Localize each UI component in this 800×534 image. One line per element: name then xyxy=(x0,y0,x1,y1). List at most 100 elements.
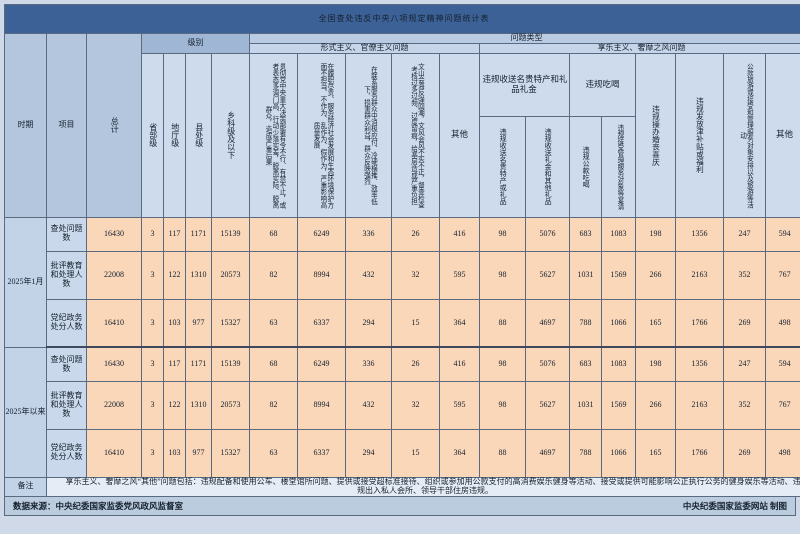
cell-formalism-2: 336 xyxy=(345,216,392,252)
table-row: 2025年1月 查处问题数 16430 3 117 1171 15139 68 6249 336 2… xyxy=(4,216,800,348)
cell-formalism-3: 32 xyxy=(391,380,440,430)
cell-formalism-4: 595 xyxy=(439,250,480,300)
table-row: 党纪政务处分人数 16410 3 103 977 15327 63 6337 294 15 364 8… xyxy=(5,428,800,478)
cell-formalism-4: 416 xyxy=(439,216,480,252)
cell-level-2: 1171 xyxy=(185,346,212,382)
row-item-label: 党纪政务处分人数 xyxy=(46,428,87,478)
cell-formalism-1: 8994 xyxy=(297,380,346,430)
table-body: 2025年1月 查处问题数 16430 3 117 1171 15139 68 6249 336 2… xyxy=(4,216,800,478)
cell-formalism-4: 416 xyxy=(439,346,480,382)
col-header-level-3: 乡科级及以下 xyxy=(211,52,250,218)
remark-label: 备注 xyxy=(4,476,47,497)
cell-hedonism-6: 352 xyxy=(723,250,766,300)
cell-total: 16410 xyxy=(86,298,142,349)
table-row: 批评教育和处理人数 22008 3 122 1310 20573 82 8994 432 32 59… xyxy=(5,250,800,300)
col-header-formalism-4: 其他 xyxy=(439,52,480,218)
col-header-total: 总计 xyxy=(86,33,142,218)
cell-formalism-2: 294 xyxy=(345,298,392,349)
remark-row: 备注 享乐主义、奢靡之风“其他”问题包括：违规配备和使用公车、楼堂馆所问题、提供… xyxy=(4,476,800,497)
cell-level-1: 103 xyxy=(163,298,186,349)
cell-level-2: 1310 xyxy=(185,250,212,300)
cell-hedonism-7: 498 xyxy=(764,428,800,478)
cell-formalism-4: 595 xyxy=(439,380,480,430)
cell-hedonism-3: 1083 xyxy=(601,216,636,252)
cell-formalism-2: 432 xyxy=(345,380,392,430)
cell-formalism-3: 26 xyxy=(391,216,440,252)
cell-level-1: 122 xyxy=(163,250,186,300)
cell-level-3: 15327 xyxy=(211,298,250,349)
cell-formalism-1: 6249 xyxy=(297,216,346,252)
cell-level-3: 15139 xyxy=(211,216,250,252)
cell-level-3: 15327 xyxy=(211,428,250,478)
header-band-1: 时期 项目 总计 级别 问题类型 xyxy=(4,33,800,218)
cell-level-1: 117 xyxy=(163,216,186,252)
cell-formalism-4: 364 xyxy=(439,298,480,349)
header-band-3: 省部级 地厅级 县处级 乡科级及以下 贯彻党中央重大决策部署有令不行、有禁不止，… xyxy=(5,52,800,218)
cell-hedonism-0: 98 xyxy=(479,380,526,430)
cell-total: 22008 xyxy=(86,380,142,430)
cell-formalism-1: 6337 xyxy=(297,428,346,478)
col-header-hedonism-group-dining: 违规吃喝 xyxy=(569,52,636,117)
table-row: 党纪政务处分人数 16410 3 103 977 15327 63 6337 294 15 364 8… xyxy=(5,298,800,349)
col-header-formalism-3: 文山会海反弹回潮，文风会风不实不正，督查检查考核过多过频、过度留痕，给基层造成严… xyxy=(391,52,440,218)
cell-hedonism-2: 788 xyxy=(569,428,602,478)
cell-formalism-0: 63 xyxy=(249,298,298,349)
table-row: 2025年以来 查处问题数 16430 3 117 1171 15139 68 6249 336 2… xyxy=(4,346,800,478)
row-period-label: 2025年1月 xyxy=(4,216,47,348)
col-header-level-2: 县处级 xyxy=(185,52,212,218)
col-header-formalism-1: 在履职尽责、服务经济社会发展和生态环境保护方面不担当、不作为、乱作为、假作为，严… xyxy=(297,52,346,218)
cell-hedonism-7: 594 xyxy=(764,216,800,252)
col-header-group-formalism: 形式主义、官僚主义问题 xyxy=(249,42,480,54)
row-item-label: 查处问题数 xyxy=(46,216,87,252)
cell-formalism-0: 82 xyxy=(249,250,298,300)
col-header-hedonism-group-gifts: 违规收送名贵特产和礼品礼金 xyxy=(479,52,570,117)
col-header-level-0: 省部级 xyxy=(141,52,164,218)
cell-hedonism-5: 2163 xyxy=(675,250,724,300)
cell-level-0: 3 xyxy=(141,298,164,349)
cell-formalism-1: 6249 xyxy=(297,346,346,382)
cell-hedonism-4: 165 xyxy=(635,428,676,478)
source-bar: 数据来源：中央纪委国家监委党风政风监督室 中央纪委国家监委网站 制图 xyxy=(4,496,796,516)
col-header-item: 项目 xyxy=(46,33,87,218)
title-row: 全国查处违反中央八项规定精神问题统计表 xyxy=(3,4,800,34)
col-header-problem-type: 问题类型 xyxy=(248,33,800,44)
cell-formalism-2: 294 xyxy=(345,428,392,478)
cell-level-3: 15139 xyxy=(211,346,250,382)
col-header-formalism-2: 在联系服务群众中消极应付、冷硬横推、效率低下，损害群众利益，群众反映强烈 xyxy=(345,52,392,218)
cell-formalism-0: 63 xyxy=(249,428,298,478)
cell-formalism-2: 336 xyxy=(345,346,392,382)
col-header-level-group: 级别 xyxy=(141,33,250,54)
cell-level-2: 1171 xyxy=(185,216,212,252)
cell-hedonism-6: 247 xyxy=(723,216,766,252)
cell-formalism-2: 432 xyxy=(345,250,392,300)
cell-hedonism-0: 98 xyxy=(479,346,526,382)
cell-hedonism-7: 767 xyxy=(764,380,800,430)
row-item-label: 批评教育和处理人数 xyxy=(46,250,87,300)
col-header-hedonism-2: 违规公款吃喝 xyxy=(569,115,602,218)
cell-level-1: 103 xyxy=(163,428,186,478)
statistics-table: 全国查处违反中央八项规定精神问题统计表 时期 项目 总计 级别 问题类型 形式主… xyxy=(3,4,800,497)
cell-hedonism-7: 767 xyxy=(764,250,800,300)
cell-formalism-3: 32 xyxy=(391,250,440,300)
cell-level-3: 20573 xyxy=(211,250,250,300)
cell-hedonism-3: 1066 xyxy=(601,428,636,478)
cell-hedonism-6: 247 xyxy=(723,346,766,382)
header-band-4: 违规收送名贵特产或礼品 违规收送礼金和其他礼品 违规公款吃喝 违规接受管理服务对… xyxy=(5,115,800,218)
cell-hedonism-4: 165 xyxy=(635,298,676,349)
cell-hedonism-5: 1356 xyxy=(675,216,724,252)
col-header-hedonism-5: 违规发放津补贴或福利 xyxy=(675,52,724,218)
cell-hedonism-6: 269 xyxy=(723,298,766,349)
cell-hedonism-1: 5627 xyxy=(525,380,570,430)
cell-hedonism-3: 1083 xyxy=(601,346,636,382)
remark-text: 享乐主义、奢靡之风“其他”问题包括：违规配备和使用公车、楼堂馆所问题、提供或接受… xyxy=(45,476,800,497)
cell-formalism-3: 15 xyxy=(391,428,440,478)
cell-hedonism-0: 88 xyxy=(479,298,526,349)
cell-level-2: 977 xyxy=(185,428,212,478)
cell-level-3: 20573 xyxy=(211,380,250,430)
col-header-hedonism-7: 其他 xyxy=(764,52,800,218)
cell-formalism-0: 68 xyxy=(249,346,298,382)
cell-hedonism-2: 1031 xyxy=(569,380,602,430)
col-header-hedonism-3: 违规接受管理服务对象等宴请 xyxy=(601,115,636,218)
cell-total: 22008 xyxy=(86,250,142,300)
